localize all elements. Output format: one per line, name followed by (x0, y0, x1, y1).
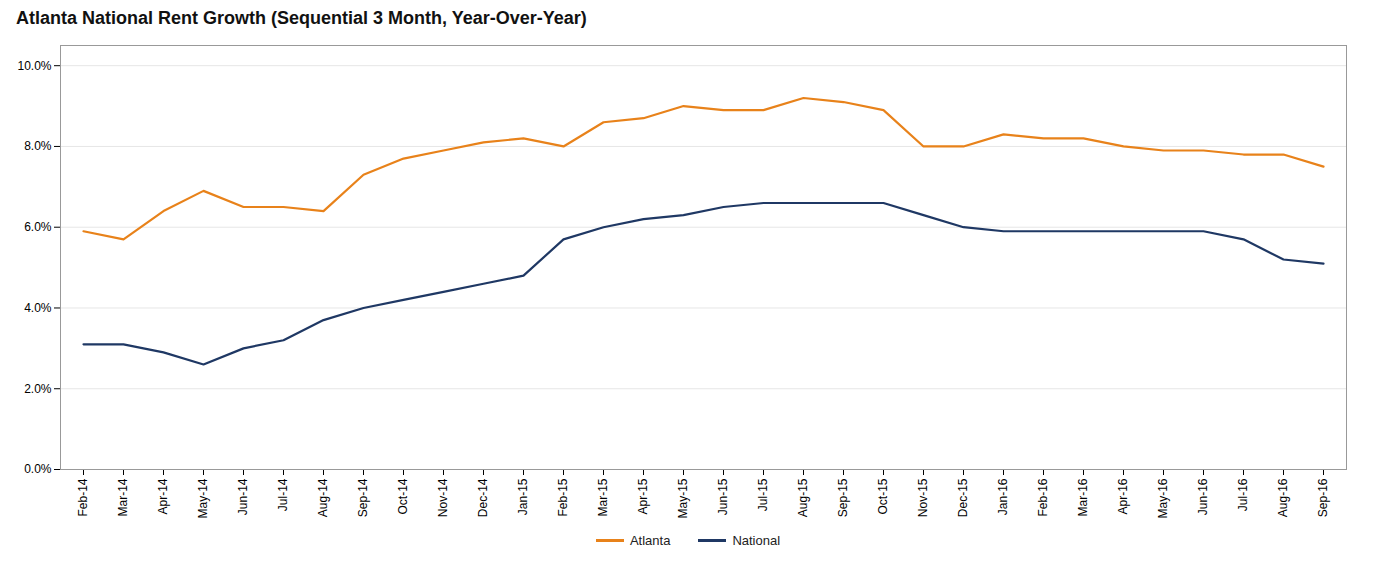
svg-text:Mar-14: Mar-14 (116, 478, 130, 516)
svg-text:Jul-15: Jul-15 (756, 478, 770, 511)
svg-text:Jul-14: Jul-14 (276, 478, 290, 511)
svg-text:Apr-16: Apr-16 (1116, 478, 1130, 514)
svg-text:Mar-16: Mar-16 (1076, 478, 1090, 516)
svg-text:Sep-15: Sep-15 (836, 478, 850, 517)
svg-text:Nov-15: Nov-15 (916, 478, 930, 517)
svg-text:6.0%: 6.0% (24, 220, 52, 234)
svg-text:Oct-14: Oct-14 (396, 478, 410, 514)
svg-text:Jun-14: Jun-14 (236, 478, 250, 515)
svg-text:Aug-15: Aug-15 (796, 478, 810, 517)
svg-text:Aug-16: Aug-16 (1276, 478, 1290, 517)
svg-text:Feb-15: Feb-15 (556, 478, 570, 516)
svg-text:Sep-16: Sep-16 (1316, 478, 1330, 517)
svg-text:May-16: May-16 (1156, 478, 1170, 518)
html-text:Atlanta: Atlanta (629, 533, 671, 548)
svg-text:Oct-15: Oct-15 (876, 478, 890, 514)
svg-text:Jun-16: Jun-16 (1196, 478, 1210, 515)
svg-text:May-15: May-15 (676, 478, 690, 518)
svg-text:2.0%: 2.0% (24, 382, 52, 396)
svg-text:Jan-15: Jan-15 (516, 478, 530, 515)
svg-text:Apr-14: Apr-14 (156, 478, 170, 514)
svg-text:Dec-14: Dec-14 (476, 478, 490, 517)
svg-text:Apr-15: Apr-15 (636, 478, 650, 514)
svg-text:Jul-16: Jul-16 (1236, 478, 1250, 511)
svg-text:Sep-14: Sep-14 (356, 478, 370, 517)
svg-text:Nov-14: Nov-14 (436, 478, 450, 517)
html-text:Atlanta National Rent Growth (: Atlanta National Rent Growth (Sequential… (16, 8, 587, 28)
svg-text:4.0%: 4.0% (24, 301, 52, 315)
svg-text:8.0%: 8.0% (24, 139, 52, 153)
svg-text:Aug-14: Aug-14 (316, 478, 330, 517)
svg-text:Feb-14: Feb-14 (76, 478, 90, 516)
svg-text:Dec-15: Dec-15 (956, 478, 970, 517)
svg-text:Mar-15: Mar-15 (596, 478, 610, 516)
html-text:National: National (732, 533, 781, 548)
svg-text:10.0%: 10.0% (17, 59, 51, 73)
svg-text:0.0%: 0.0% (24, 462, 52, 476)
svg-text:May-14: May-14 (196, 478, 210, 518)
svg-text:Jan-16: Jan-16 (996, 478, 1010, 515)
svg-text:Jun-15: Jun-15 (716, 478, 730, 515)
svg-text:Feb-16: Feb-16 (1036, 478, 1050, 516)
